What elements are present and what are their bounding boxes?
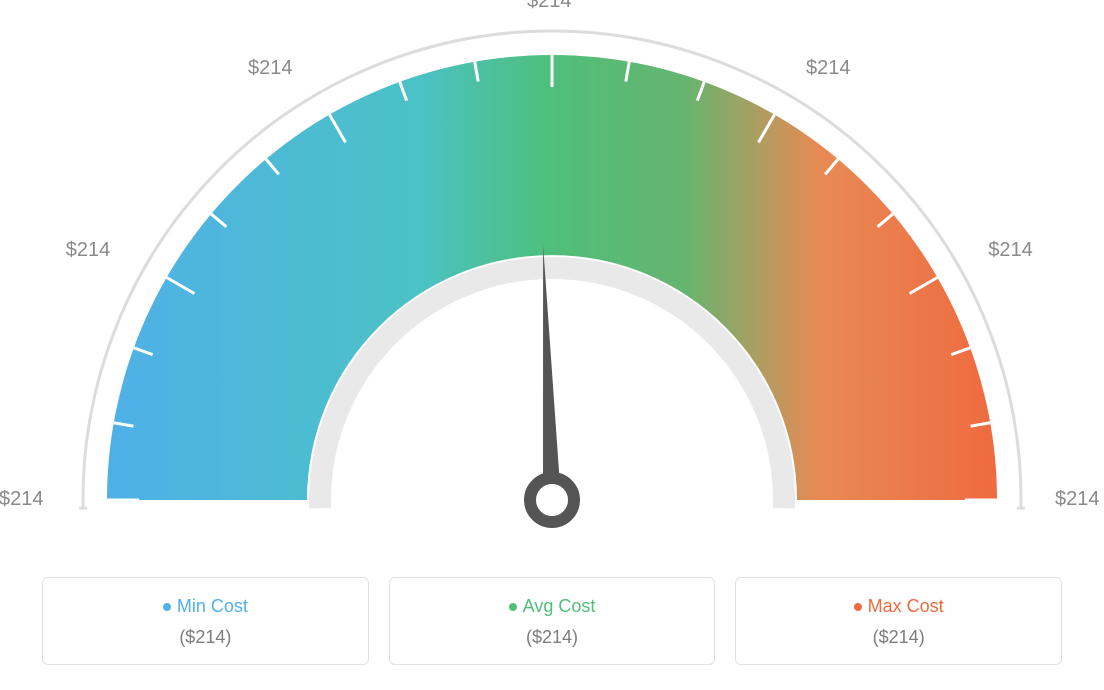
legend-value-max: ($214) [746,627,1051,648]
gauge-tick-label: $214 [1055,488,1100,511]
legend-card-avg: Avg Cost ($214) [389,577,716,665]
legend-dot-min [163,603,171,611]
legend-dot-max [854,603,862,611]
legend-title-text: Max Cost [868,596,944,616]
gauge-tick-label: $214 [527,0,572,13]
legend-title-max: Max Cost [746,596,1051,617]
legend-dot-avg [509,603,517,611]
gauge-tick-label: $214 [0,488,44,511]
gauge-svg [0,0,1104,555]
legend-row: Min Cost ($214) Avg Cost ($214) Max Cost… [42,577,1062,665]
legend-value-min: ($214) [53,627,358,648]
legend-card-min: Min Cost ($214) [42,577,369,665]
legend-title-min: Min Cost [53,596,358,617]
legend-value-avg: ($214) [400,627,705,648]
legend-title-text: Avg Cost [523,596,596,616]
gauge-tick-label: $214 [248,57,293,80]
gauge-tick-label: $214 [66,239,111,262]
legend-title-text: Min Cost [177,596,248,616]
gauge-tick-label: $214 [988,239,1033,262]
gauge-tick-label: $214 [806,57,851,80]
legend-title-avg: Avg Cost [400,596,705,617]
cost-gauge-chart: $214 $214 $214 $214 $214 $214 $214 [0,0,1104,555]
legend-card-max: Max Cost ($214) [735,577,1062,665]
